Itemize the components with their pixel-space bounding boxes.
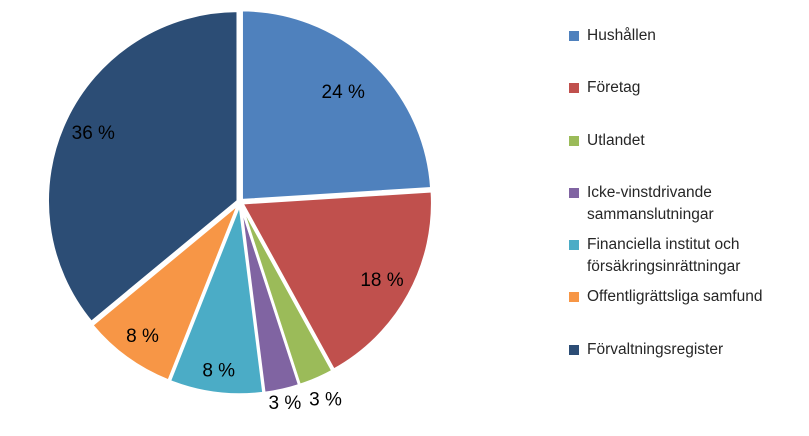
legend-swatch-icon — [569, 344, 579, 355]
legend-label: Förvaltningsregister — [587, 340, 724, 358]
legend-item-3: Icke-vinstdrivande sammanslutningar — [569, 182, 799, 234]
legend-swatch-icon — [569, 83, 579, 94]
legend-swatch-icon — [569, 240, 579, 251]
pie-slice-label-6: 36 % — [72, 123, 115, 144]
legend-label: Hushållen — [587, 27, 656, 44]
pie-slice-label-1: 18 % — [360, 270, 403, 291]
pie-slice-label-2: 3 % — [309, 390, 342, 411]
legend-item-2: Utlandet — [569, 130, 799, 182]
pie-slice-label-4: 8 % — [202, 360, 235, 381]
legend-label: Företag — [587, 79, 641, 97]
legend-item-6: Förvaltningsregister — [569, 339, 799, 391]
pie-slice-label-3: 3 % — [269, 393, 302, 414]
legend-swatch-icon — [569, 135, 579, 146]
pie-slice-label-5: 8 % — [126, 326, 159, 347]
legend-label: Offentligrättsliga samfund — [587, 288, 763, 306]
legend-item-4: Financiella institut och försäkringsinrä… — [569, 234, 799, 286]
legend-item-0: Hushållen — [569, 25, 799, 77]
pie-slice-5 — [90, 202, 240, 382]
pie-slice-4 — [168, 203, 265, 396]
legend-item-1: Företag — [569, 77, 799, 129]
pie-chart: 24 % 18 % 3 % 3 % 8 % 8 % 36 % — [46, 8, 434, 414]
legend-item-5: Offentligrättsliga samfund — [569, 286, 799, 338]
legend: Hushållen Företag Utlandet Icke-vinstdrivan… — [569, 25, 799, 391]
pie-slice-label-0: 24 % — [322, 82, 365, 103]
pie-slice-6 — [46, 9, 239, 324]
legend-swatch-icon — [569, 187, 579, 198]
pie-slice-1 — [240, 190, 434, 371]
pie-chart-area: 24 % 18 % 3 % 3 % 8 % 8 % 36 % — [46, 8, 434, 414]
legend-label: Icke-vinstdrivande sammanslutningar — [587, 183, 714, 223]
pie-slice-0 — [240, 8, 433, 202]
legend-swatch-icon — [569, 292, 579, 303]
legend-label: Financiella institut och försäkringsinrä… — [587, 236, 741, 276]
legend-swatch-icon — [569, 31, 579, 41]
legend-label: Utlandet — [587, 131, 645, 149]
